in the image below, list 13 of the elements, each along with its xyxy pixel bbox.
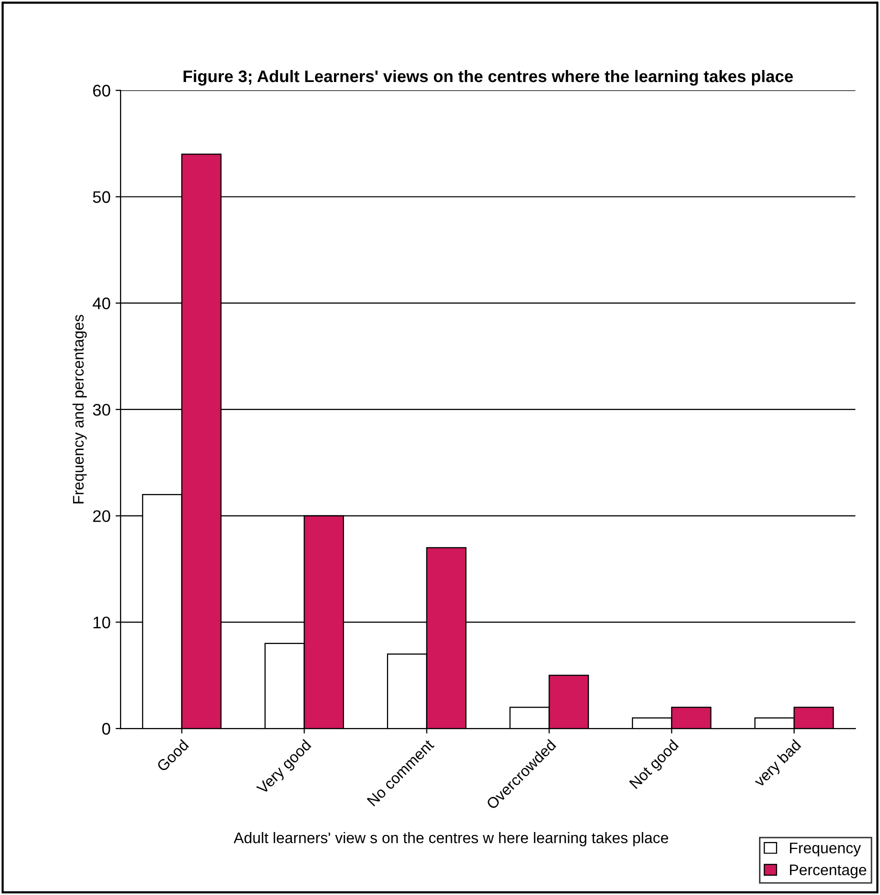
y-tick-label: 0: [102, 722, 110, 735]
legend-label: Percentage: [790, 864, 866, 878]
y-tick-label: 30: [92, 404, 110, 416]
x-tick-label: very bad: [752, 738, 804, 790]
chart-title: Figure 3; Adult Learners' views on the centres where the learning takes place: [184, 70, 793, 86]
x-axis-title: Adult learners' view s on the centres w here learning takes place: [234, 832, 668, 846]
y-tick-label: 20: [93, 510, 110, 522]
legend-label: Frequency: [790, 842, 861, 856]
y-tick-label: 10: [94, 616, 110, 628]
y-axis-title: Frequency and percentages: [72, 314, 87, 504]
y-tick-label: 50: [92, 191, 110, 203]
y-tick-label: 40: [92, 298, 110, 310]
y-tick-label: 60: [93, 84, 110, 97]
